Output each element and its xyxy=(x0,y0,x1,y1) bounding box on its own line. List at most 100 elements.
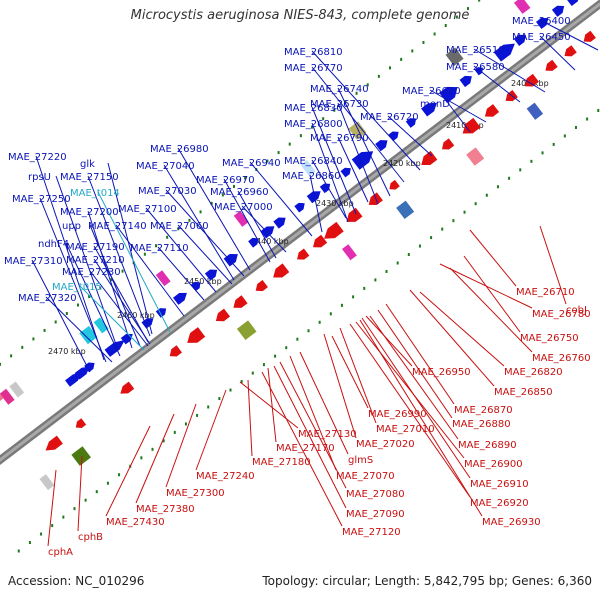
accession-text: Accession: NC_010296 xyxy=(8,574,145,588)
reverse-gene-arrow xyxy=(255,279,268,292)
tick-dot xyxy=(110,278,113,282)
gene-label: MAE_t015 xyxy=(52,282,102,293)
reverse-gene-arrow xyxy=(421,150,438,165)
tick-dot xyxy=(485,193,488,197)
tick-dot xyxy=(299,134,302,138)
forward-gene-arrow xyxy=(493,43,515,62)
gene-leader-line xyxy=(337,136,369,203)
reverse-gene-arrow xyxy=(297,248,310,260)
tick-dot xyxy=(62,515,65,519)
tick-dot xyxy=(352,295,355,299)
tick-dot xyxy=(28,541,31,545)
gene-label: glmS xyxy=(348,455,373,466)
reverse-gene-arrow xyxy=(187,327,206,343)
gene-label: MAE_26820 xyxy=(504,367,563,378)
reverse-gene-arrow xyxy=(45,435,63,451)
tick-dot xyxy=(73,507,76,511)
tick-dot xyxy=(10,354,13,358)
reverse-blue-box xyxy=(396,200,415,220)
kbp-label: 2440 kbp xyxy=(251,237,289,246)
gene-label: MAE_26920 xyxy=(470,498,529,509)
tick-dot xyxy=(210,201,213,205)
gene-label: MAE_26950 xyxy=(412,367,471,378)
tick-dot xyxy=(173,430,176,434)
tick-dot xyxy=(396,261,399,265)
forward-gene-arrow xyxy=(513,34,526,46)
tick-dot xyxy=(311,125,314,129)
tick-dot xyxy=(318,320,321,324)
gene-leader-line xyxy=(473,48,546,93)
tick-dot xyxy=(21,345,24,349)
forward-gene-arrow xyxy=(567,0,579,7)
tick-dot xyxy=(411,49,414,53)
gene-leader-line xyxy=(331,335,369,409)
reverse-gene-arrow xyxy=(441,138,455,150)
gene-label: MAE_27080 xyxy=(346,489,405,500)
gene-leader-line xyxy=(299,351,349,455)
forward-gray-box xyxy=(9,381,25,398)
gene-leader-line xyxy=(93,245,149,343)
gene-leader-line xyxy=(97,191,171,333)
gene-leader-line xyxy=(539,19,599,51)
gene-label: glk xyxy=(80,159,95,170)
tick-dot xyxy=(285,346,288,350)
forward-gene-arrow xyxy=(204,269,218,281)
reverse-gene-arrow xyxy=(389,179,400,190)
kbp-label: 2430 kbp xyxy=(316,199,354,208)
gene-leader-line xyxy=(165,189,245,277)
gene-label: MAE_26620 xyxy=(402,86,461,97)
tick-dot xyxy=(17,549,20,553)
forward-gene-arrow xyxy=(294,202,305,213)
gene-label: MAE_26830 xyxy=(284,103,343,114)
gene-leader-line xyxy=(311,159,347,219)
forward-gene-arrow xyxy=(120,333,133,345)
tick-dot xyxy=(121,269,124,273)
gene-label: MAE_27210 xyxy=(66,255,125,266)
gene-leader-line xyxy=(77,455,83,532)
tick-dot xyxy=(244,176,247,180)
forward-gene-arrow xyxy=(74,366,90,380)
tick-dot xyxy=(162,439,165,443)
gene-leader-line xyxy=(539,225,567,305)
gene-leader-line xyxy=(279,361,347,489)
forward-gene-arrow xyxy=(155,308,167,318)
gene-label: MAE_26890 xyxy=(458,440,517,451)
tick-dot xyxy=(530,159,533,163)
gene-leader-line xyxy=(289,355,337,471)
gene-leader-line xyxy=(47,469,57,547)
gene-label: MAE_27250 xyxy=(12,194,71,205)
tick-dot xyxy=(340,303,343,307)
gene-leader-line xyxy=(323,333,357,439)
gene-label: MAE_26720 xyxy=(360,112,419,123)
tick-dot xyxy=(430,236,433,240)
gene-label: MAE_26910 xyxy=(470,479,529,490)
gene-label: cphB xyxy=(78,532,103,543)
gene-leader-line xyxy=(55,175,119,351)
gene-label: MAE_27100 xyxy=(118,204,177,215)
gene-leader-line xyxy=(273,365,347,509)
gene-label: MAE_26840 xyxy=(284,156,343,167)
forward-gene-arrow xyxy=(421,102,437,117)
tick-dot xyxy=(118,473,121,477)
gene-label: MAE_27240 xyxy=(196,471,255,482)
reverse-gene-arrow xyxy=(524,73,539,87)
reverse-gene-arrow xyxy=(120,381,135,394)
tick-dot xyxy=(541,151,544,155)
reverse-gray-box xyxy=(39,474,55,491)
gene-leader-line xyxy=(35,155,105,361)
forward-gene-arrow xyxy=(248,237,259,248)
forward-pink-box xyxy=(513,0,531,14)
forward-gene-arrow xyxy=(459,75,472,88)
gene-label: MAE_26870 xyxy=(454,405,513,416)
reverse-olive-box xyxy=(71,446,91,466)
gene-leader-line xyxy=(261,371,343,527)
tick-dot xyxy=(262,363,265,367)
gene-leader-line xyxy=(239,381,299,429)
gene-leader-line xyxy=(45,296,113,363)
gene-leader-line xyxy=(311,66,405,183)
forward-pink-box xyxy=(0,393,4,401)
tick-dot xyxy=(329,312,332,316)
gene-label: cphA xyxy=(48,547,73,558)
